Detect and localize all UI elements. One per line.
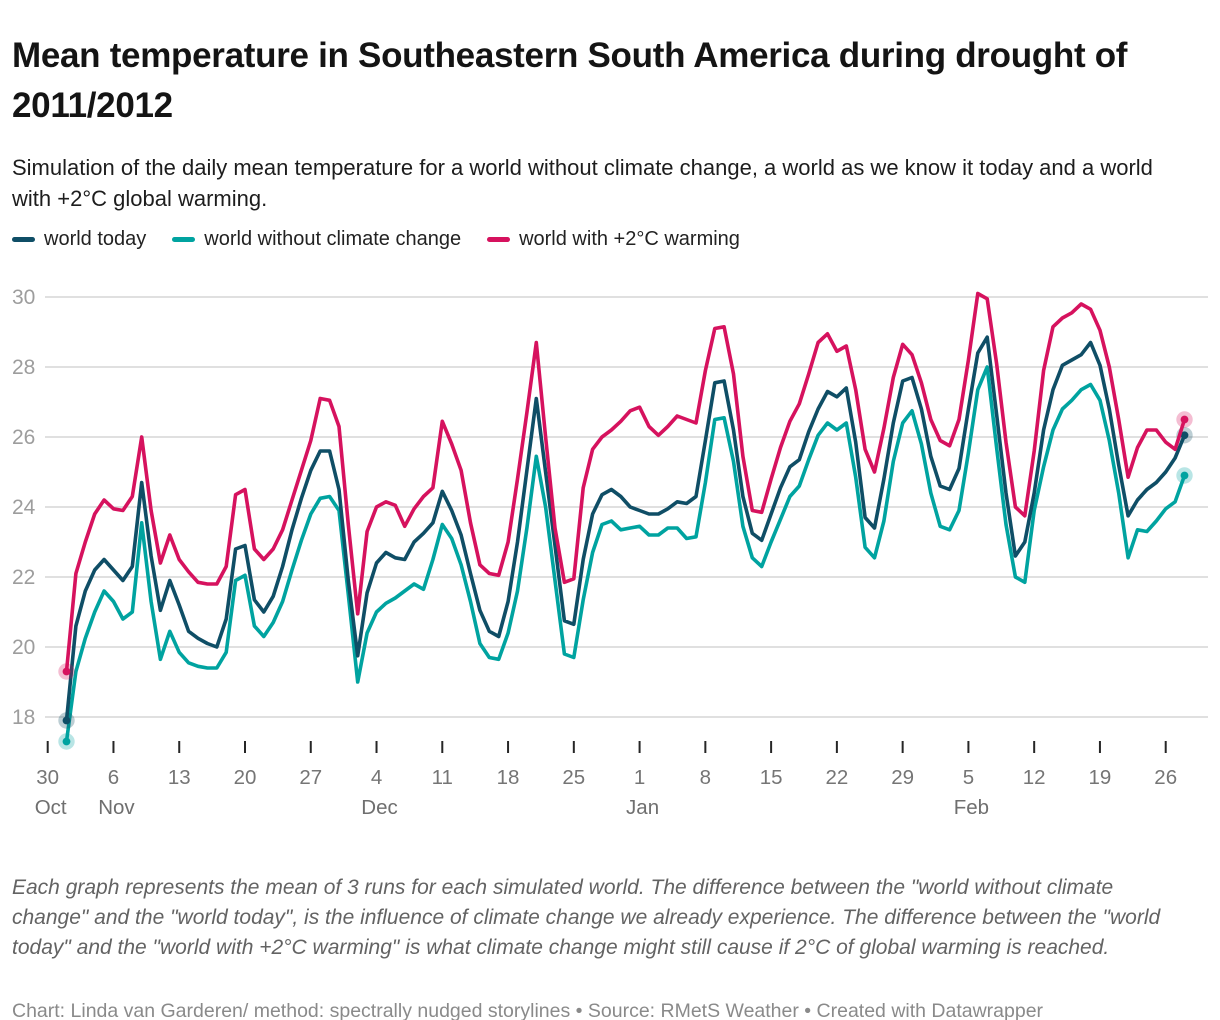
legend-swatch-world-today bbox=[12, 236, 35, 243]
legend-label-world-without-climate-change: world without climate change bbox=[204, 228, 462, 250]
y-axis-label: 30 bbox=[12, 286, 35, 309]
chart-byline: Chart: Linda van Garderen/ method: spect… bbox=[12, 999, 1044, 1020]
endpoint-dot-world-today bbox=[1180, 431, 1189, 440]
x-axis-day-label: 4 bbox=[371, 766, 382, 789]
chart-title: Mean temperature in Southeastern South A… bbox=[12, 36, 1128, 126]
y-axis-label: 22 bbox=[12, 566, 35, 589]
x-axis-day-label: 29 bbox=[891, 766, 914, 789]
y-axis-labels: 18 20 22 24 26 28 30 bbox=[12, 286, 36, 729]
x-axis-day-label: 11 bbox=[432, 766, 453, 789]
y-axis-label: 26 bbox=[12, 426, 35, 449]
legend-item-world-today: world today bbox=[12, 228, 146, 251]
x-axis-day-label: 27 bbox=[299, 766, 322, 789]
x-axis-day-label: 20 bbox=[234, 766, 257, 789]
line-world-with-2-c-warming bbox=[64, 291, 1187, 674]
series-world-with-2-c-warming bbox=[58, 291, 1193, 680]
x-axis-day-label: 25 bbox=[562, 766, 585, 789]
y-axis-label: 18 bbox=[12, 706, 35, 729]
month-label-jan: Jan bbox=[626, 796, 659, 819]
legend-label-world-today: world today bbox=[44, 228, 147, 250]
chart-description: Simulation of the daily mean temperature… bbox=[12, 155, 1153, 211]
x-axis-ticks bbox=[46, 741, 1167, 753]
legend-item-world-without-climate-change: world without climate change bbox=[172, 228, 461, 251]
x-axis-day-label: 15 bbox=[760, 766, 783, 789]
y-axis-label: 20 bbox=[12, 636, 35, 659]
series-world-today bbox=[58, 335, 1193, 729]
month-label-feb: Feb bbox=[954, 796, 989, 819]
endpoint-dot-world-without-climate-change bbox=[1180, 471, 1189, 480]
x-axis-day-label: 1 bbox=[634, 766, 645, 789]
month-label-oct: Oct bbox=[35, 796, 67, 819]
y-axis-label: 24 bbox=[12, 496, 36, 519]
legend-swatch-world-plus-2c-warming bbox=[487, 236, 511, 243]
endpoint-dot-world-today bbox=[62, 716, 71, 725]
x-axis-day-label: 5 bbox=[963, 766, 974, 789]
x-axis-day-label: 30 bbox=[36, 766, 59, 789]
x-axis-day-label: 13 bbox=[168, 766, 191, 789]
x-axis-day-label: 22 bbox=[825, 766, 848, 789]
month-label-dec: Dec bbox=[361, 796, 397, 819]
y-axis-label: 28 bbox=[12, 356, 35, 379]
line-world-today bbox=[64, 335, 1187, 723]
legend-swatch-world-without-climate-change bbox=[172, 236, 196, 243]
line-world-without-climate-change bbox=[64, 365, 1187, 744]
legend-label-world-plus-2c-warming: world with +2°C warming bbox=[519, 228, 740, 250]
series-world-without-climate-change bbox=[58, 365, 1193, 750]
x-axis-day-label: 18 bbox=[497, 766, 520, 789]
x-axis-month-labels: Oct Nov Dec Jan Feb bbox=[35, 796, 989, 819]
month-label-nov: Nov bbox=[98, 796, 135, 819]
endpoint-dot-world-with-2-c-warming bbox=[62, 667, 71, 676]
endpoint-dot-world-without-climate-change bbox=[62, 737, 71, 746]
chart-notes: Each graph represents the mean of 3 runs… bbox=[12, 876, 1161, 959]
x-axis-day-labels: 30 6 13 20 27 4 11 18 25 1 8 15 22 29 5 12 19 26 bbox=[36, 766, 1177, 789]
x-axis-day-label: 6 bbox=[108, 766, 119, 789]
x-axis-day-label: 19 bbox=[1089, 766, 1112, 789]
endpoint-dot-world-with-2-c-warming bbox=[1180, 415, 1189, 424]
x-axis-day-label: 26 bbox=[1154, 766, 1177, 789]
x-axis-day-label: 8 bbox=[700, 766, 711, 789]
legend: world today world without climate change… bbox=[12, 228, 740, 251]
legend-item-world-plus-2c-warming: world with +2°C warming bbox=[487, 228, 740, 251]
x-axis-day-label: 12 bbox=[1023, 766, 1046, 789]
